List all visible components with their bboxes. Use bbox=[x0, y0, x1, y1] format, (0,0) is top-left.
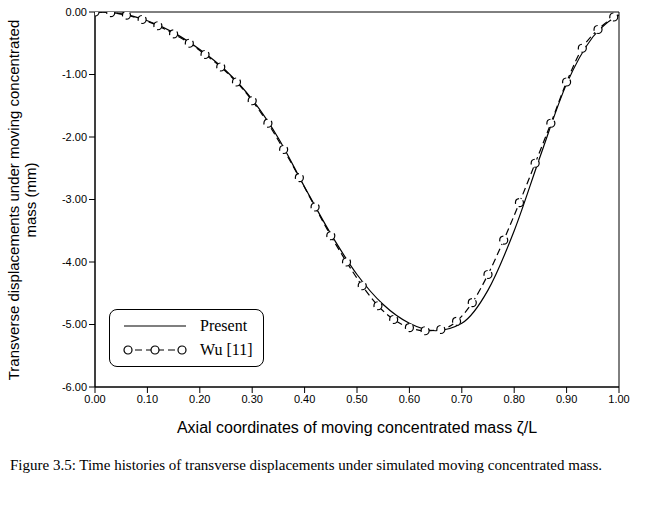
svg-text:-2.00: -2.00 bbox=[62, 131, 87, 143]
svg-text:0.80: 0.80 bbox=[503, 393, 524, 405]
html-text:Wu [11]: Wu [11] bbox=[200, 341, 253, 358]
svg-text:-5.00: -5.00 bbox=[62, 318, 87, 330]
svg-text:Axial coordinates of moving co: Axial coordinates of moving concentrated… bbox=[177, 419, 537, 437]
svg-text:0.90: 0.90 bbox=[556, 393, 577, 405]
svg-text:0.50: 0.50 bbox=[346, 393, 367, 405]
svg-text:0.00: 0.00 bbox=[66, 6, 87, 18]
svg-text:-6.00: -6.00 bbox=[62, 381, 87, 393]
svg-text:0.70: 0.70 bbox=[451, 393, 472, 405]
svg-text:0.20: 0.20 bbox=[189, 393, 210, 405]
svg-text:0.30: 0.30 bbox=[241, 393, 262, 405]
svg-text:-4.00: -4.00 bbox=[62, 256, 87, 268]
svg-text:0.00: 0.00 bbox=[84, 393, 105, 405]
svg-text:1.00: 1.00 bbox=[608, 393, 629, 405]
svg-text:0.10: 0.10 bbox=[137, 393, 158, 405]
html-text:Transverse displacements under: Transverse displacements under moving co… bbox=[5, 19, 39, 380]
svg-text:-1.00: -1.00 bbox=[62, 68, 87, 80]
html-text:Figure 3.5: Time histories of: Figure 3.5: Time histories of transverse… bbox=[10, 457, 602, 473]
html-text:Present: Present bbox=[200, 317, 248, 334]
svg-text:-3.00: -3.00 bbox=[62, 193, 87, 205]
svg-text:0.60: 0.60 bbox=[399, 393, 420, 405]
svg-text:0.40: 0.40 bbox=[294, 393, 315, 405]
